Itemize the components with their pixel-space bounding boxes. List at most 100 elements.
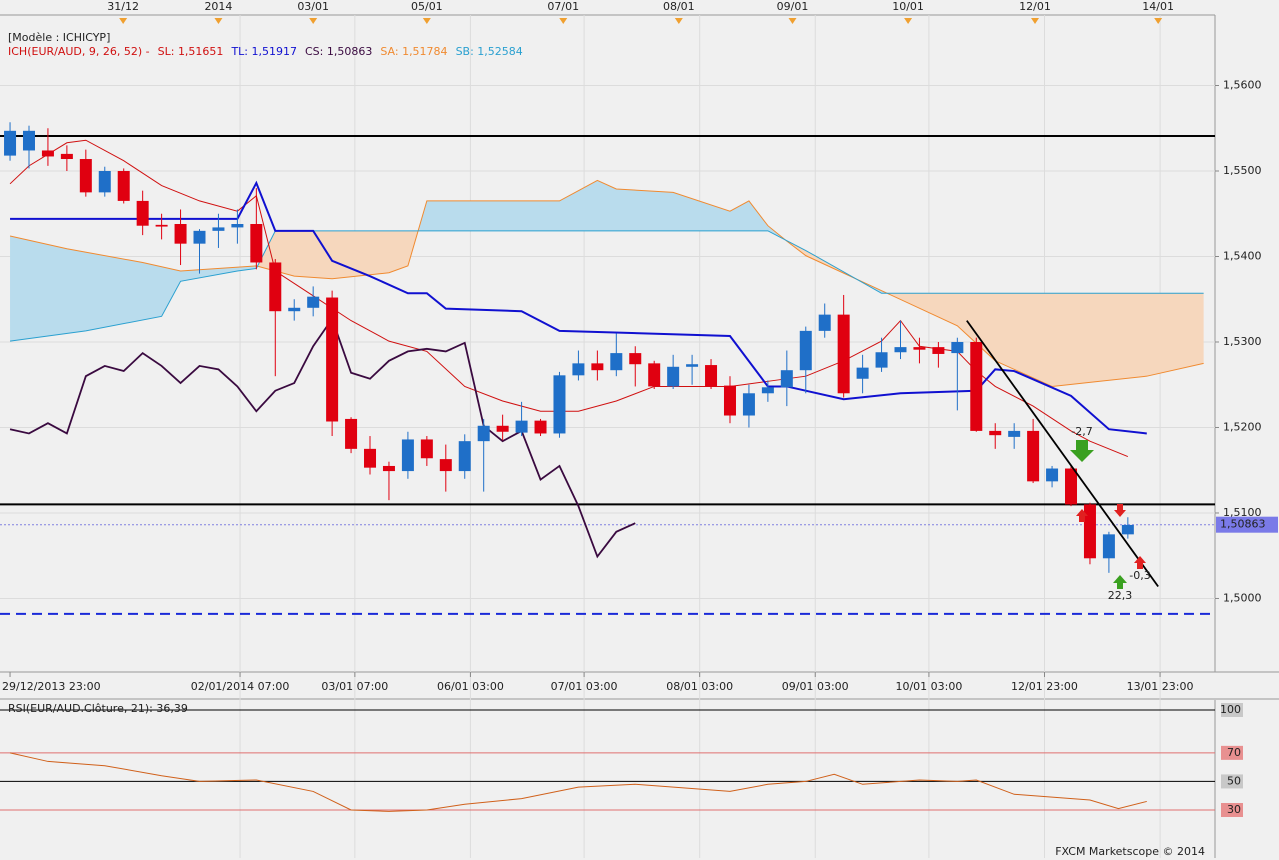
y-tick-label: 1,5000 [1223,591,1262,604]
rsi-tick-box [1221,703,1243,717]
arrow-up-red [1076,509,1088,522]
candle-body [155,224,168,227]
candle-body [1027,430,1040,482]
candle-body [117,170,130,201]
candle-body [212,227,225,231]
y-tick-label: 1,5400 [1223,249,1262,262]
candle-body [345,418,358,449]
x-tick-label: 08/01 03:00 [666,680,733,693]
y-tick-label: 1,5500 [1223,164,1262,177]
arrow-up-green [1113,575,1127,589]
candle-body [496,425,509,432]
top-tick-label: 2014 [204,0,232,13]
candle-body [515,420,528,433]
legend-item: SA: 1,51784 [380,45,447,58]
x-tick-label: 29/12/2013 23:00 [2,680,101,693]
rsi-tick-box [1221,803,1243,817]
candle-body [98,170,111,193]
candle-body [1065,468,1078,505]
candle-body [269,262,282,312]
cloud-fill [10,235,259,342]
top-tick-marker [1154,18,1163,24]
top-tick-label: 09/01 [777,0,809,13]
candle-body [667,366,680,387]
candle-body [686,364,699,367]
legend-item: SL: 1,51651 [158,45,224,58]
candle-body [79,159,92,193]
x-tick-label: 07/01 03:00 [551,680,618,693]
rsi-tick-label: 50 [1227,774,1241,787]
top-tick-label: 14/01 [1142,0,1174,13]
candle-body [382,465,395,472]
legend: ICH(EUR/AUD, 9, 26, 52) - SL: 1,51651 TL: … [8,45,523,58]
top-tick-label: 05/01 [411,0,443,13]
y-tick-label: 1,5300 [1223,335,1262,348]
indicator-line [9,139,1129,458]
signal-label: -2,7 [1071,425,1092,438]
indicator-line [9,752,1147,812]
indicator-line [9,316,636,559]
candle-body [250,224,263,263]
x-tick-label: 12/01 23:00 [1011,680,1078,693]
candle-body [742,393,755,416]
candle-body [572,363,585,376]
signal-label: -0,3 [1129,569,1150,582]
top-tick-marker [119,18,128,24]
y-tick-label: 1,5100 [1223,506,1262,519]
top-tick-label: 08/01 [663,0,695,13]
cloud-fill [887,293,1204,387]
candle-body [326,297,339,422]
top-tick-label: 31/12 [107,0,139,13]
candle-body [629,353,642,365]
candle-body [610,353,623,371]
cloud [10,180,1204,387]
candle-body [420,439,433,459]
top-tick-label: 03/01 [297,0,329,13]
arrow-down-green [1070,440,1094,462]
candle-body [723,385,736,416]
candle-body [856,367,869,379]
x-tick-label: 13/01 23:00 [1127,680,1194,693]
top-tick-marker [214,18,223,24]
top-tick-marker [904,18,913,24]
x-tick-label: 02/01/2014 07:00 [191,680,290,693]
candle-body [4,130,17,156]
top-tick-marker [788,18,797,24]
rsi-tick-label: 100 [1220,703,1241,716]
candle-body [22,130,35,151]
candle-body [799,330,812,371]
candle-body [951,341,964,354]
marks [0,122,1215,812]
top-tick-marker [674,18,683,24]
candle-body [875,352,888,368]
rsi-tick-box [1221,745,1243,760]
legend-item: TL: 1,51917 [230,45,297,58]
candle-body [41,150,54,157]
candle-body [364,448,377,468]
candle-body [761,387,774,394]
y-tick-label: 1,5200 [1223,420,1262,433]
candle-body [288,307,301,312]
rsi-title: RSI(EUR/AUD.Clôture, 21): 36,39 [8,702,188,715]
rsi-tick-label: 30 [1227,803,1241,816]
x-tick-label: 06/01 03:00 [437,680,504,693]
legend-item: CS: 1,50863 [305,45,372,58]
x-tick-label: 09/01 03:00 [782,680,849,693]
legend-item: SB: 1,52584 [456,45,523,58]
signal-label: 22,3 [1108,589,1133,602]
y-tick-label: 1,5600 [1223,78,1262,91]
candle-body [60,153,73,160]
candle-body [705,365,718,387]
top-tick-marker [422,18,431,24]
candle-body [477,425,490,442]
grid [0,15,1215,858]
top-tick-marker [1031,18,1040,24]
labels: 1,5000 1,5100 1,5200 1,5300 1,5400 1,5500 1,56… [2,0,1278,817]
candle-body [1008,430,1021,437]
candle-body [1121,524,1134,535]
candle-body [894,347,907,353]
candle-body [136,200,149,226]
candle-body [913,347,926,350]
candle-body [818,314,831,331]
